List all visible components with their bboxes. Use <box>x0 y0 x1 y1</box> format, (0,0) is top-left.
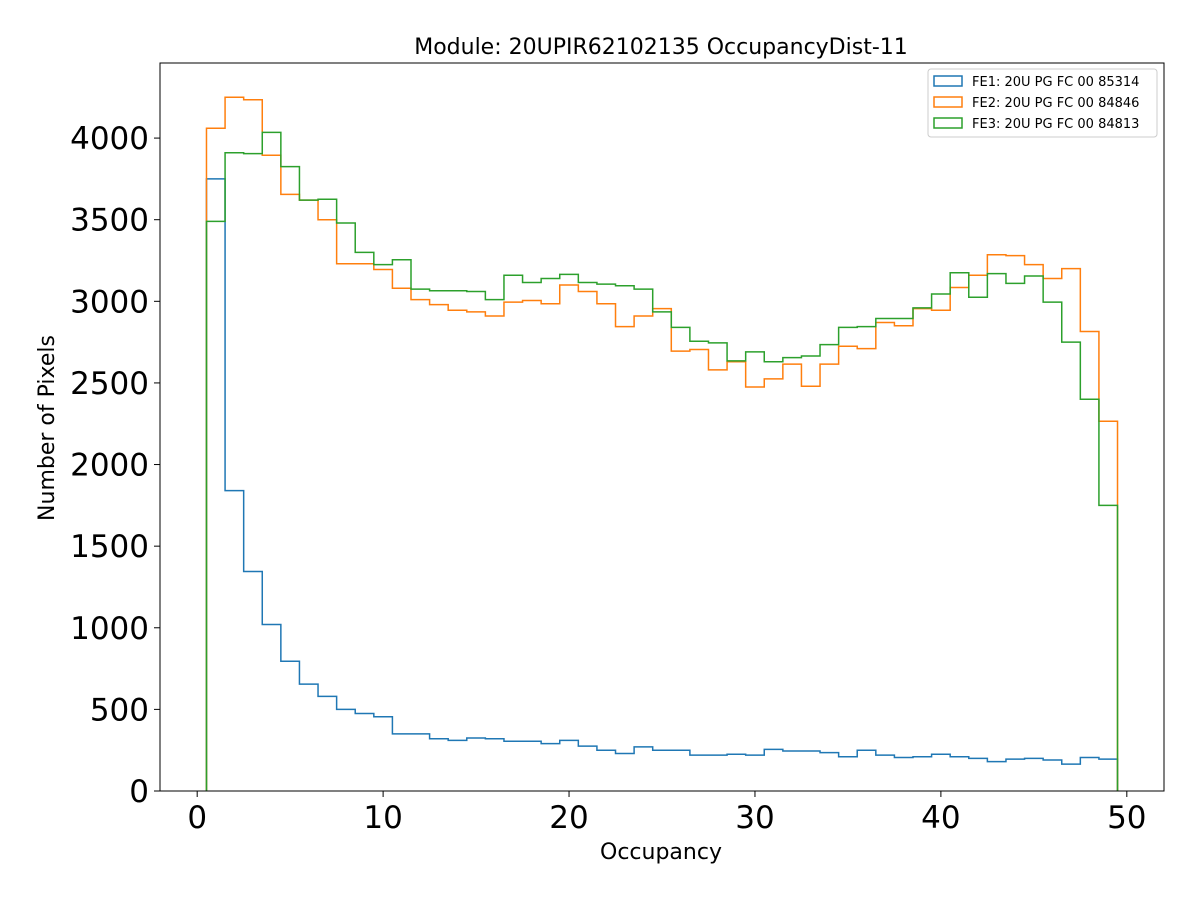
x-tick-label: 30 <box>735 800 774 836</box>
x-tick-label: 40 <box>921 800 960 836</box>
legend-swatch-fe2 <box>933 96 963 108</box>
legend-swatch-fe3 <box>933 117 963 129</box>
chart-title: Module: 20UPIR62102135 OccupancyDist-11 <box>414 35 908 60</box>
legend-swatch-fe1 <box>933 75 963 87</box>
legend-label-fe2: FE2: 20U PG FC 00 84846 <box>972 96 1139 111</box>
x-axis-ticks: 0 10 20 30 40 50 <box>187 791 1147 836</box>
legend-box <box>927 68 1158 138</box>
legend-label-fe3: FE3: 20U PG FC 00 84813 <box>972 117 1139 132</box>
y-axis-ticks: 0 500 1000 1500 2000 2500 3000 3500 4000 <box>70 121 160 810</box>
x-tick-label: 0 <box>187 800 207 836</box>
y-tick-label: 0 <box>129 774 149 810</box>
x-axis-label: Occupancy <box>600 840 722 865</box>
legend: FE1: 20U PG FC 00 85314 FE2: 20U PG FC 0… <box>927 68 1158 138</box>
x-tick-label: 50 <box>1107 800 1146 836</box>
plot-series <box>205 96 1119 791</box>
y-tick-label: 2000 <box>70 448 149 484</box>
y-tick-label: 2500 <box>70 366 149 402</box>
y-tick-label: 500 <box>90 692 149 728</box>
plot-frame <box>159 62 1165 792</box>
series-step-line-fe2 <box>205 96 1119 791</box>
y-tick-label: 1000 <box>70 611 149 647</box>
x-tick-label: 10 <box>363 800 402 836</box>
y-tick-label: 3500 <box>70 203 149 239</box>
y-tick-label: 3000 <box>70 284 149 320</box>
series-step-line-fe1 <box>205 178 1119 791</box>
legend-label-fe1: FE1: 20U PG FC 00 85314 <box>972 75 1139 90</box>
x-tick-label: 20 <box>549 800 588 836</box>
y-tick-label: 4000 <box>70 121 149 157</box>
y-tick-label: 1500 <box>70 529 149 565</box>
y-axis-label: Number of Pixels <box>35 335 60 521</box>
series-step-line-fe3 <box>205 131 1119 791</box>
